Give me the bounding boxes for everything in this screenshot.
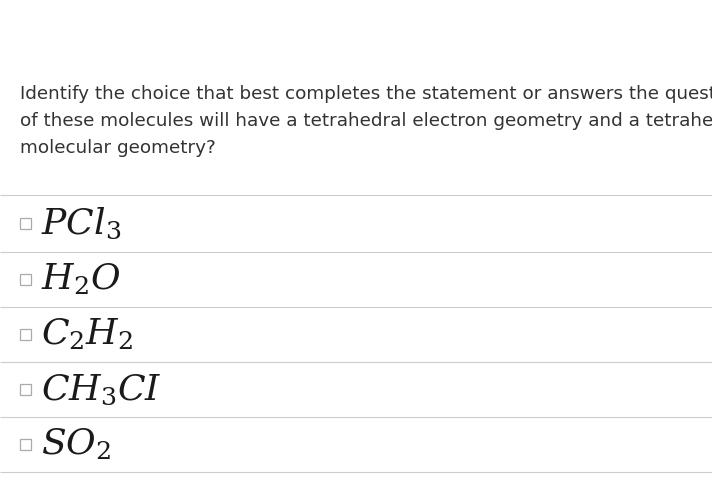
Text: molecular geometry?: molecular geometry? <box>20 139 216 157</box>
FancyBboxPatch shape <box>20 274 31 285</box>
Text: $\mathit{SO_{2}}$: $\mathit{SO_{2}}$ <box>41 427 111 462</box>
Text: Identify the choice that best completes the statement or answers the question. W: Identify the choice that best completes … <box>20 85 712 103</box>
Text: $\mathit{H_{2}O}$: $\mathit{H_{2}O}$ <box>41 262 121 297</box>
Text: $\mathit{C_{2}H_{2}}$: $\mathit{C_{2}H_{2}}$ <box>41 317 132 352</box>
FancyBboxPatch shape <box>20 329 31 340</box>
Text: $\mathit{PCl_{3}}$: $\mathit{PCl_{3}}$ <box>41 206 121 242</box>
FancyBboxPatch shape <box>20 439 31 450</box>
Text: of these molecules will have a tetrahedral electron geometry and a tetrahedral: of these molecules will have a tetrahedr… <box>20 112 712 130</box>
Text: $\mathit{CH_{3}CI}$: $\mathit{CH_{3}CI}$ <box>41 372 162 407</box>
FancyBboxPatch shape <box>20 218 31 229</box>
FancyBboxPatch shape <box>20 384 31 395</box>
